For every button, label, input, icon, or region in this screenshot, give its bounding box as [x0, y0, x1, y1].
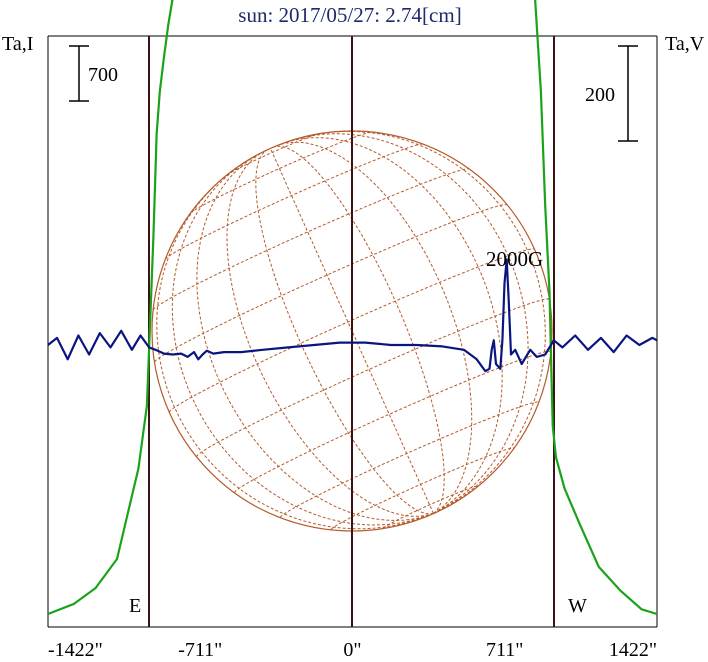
left-scale-bar: [69, 45, 89, 102]
right-scale-label: 200: [585, 84, 615, 106]
latitude-line: [190, 131, 373, 214]
longitude-line: [284, 137, 503, 514]
x-tick-label: 1422": [609, 639, 657, 661]
chart-title: sun: 2017/05/27: 2.74[cm]: [238, 3, 461, 27]
longitude-line: [269, 148, 434, 514]
x-tick-label: -1422": [48, 639, 103, 661]
longitude-line: [287, 133, 529, 514]
peak-annotation: 2000G: [486, 247, 543, 271]
west-limb-label: W: [568, 595, 587, 617]
latitude-line: [154, 203, 507, 363]
longitude-line: [280, 141, 473, 514]
longitude-line: [308, 130, 546, 514]
series-line-ta-v: [47, 258, 658, 373]
latitude-line: [196, 298, 550, 457]
east-limb-label: E: [129, 595, 141, 617]
left-axis-label: Ta,I: [2, 33, 33, 55]
longitude-line: [272, 145, 445, 514]
series-line-ta-i: [47, 0, 658, 616]
left-scale-label: 700: [88, 64, 118, 86]
longitude-grid: [156, 130, 546, 530]
solar-disk: [151, 130, 553, 532]
right-axis-label: Ta,V: [665, 33, 705, 55]
latitude-line: [164, 143, 424, 260]
longitude-line: [196, 154, 434, 521]
latitude-line: [152, 168, 470, 311]
longitude-line: [156, 168, 434, 530]
longitude-line: [255, 149, 434, 515]
x-tick-label: -711": [178, 639, 222, 661]
x-tick-label: 0": [343, 639, 361, 661]
x-tick-label: 711": [486, 639, 523, 661]
longitude-line: [226, 152, 434, 517]
x-axis-ticks: -1422" -711" 0" 711" 1422": [48, 639, 657, 661]
right-scale-bar: [618, 45, 638, 142]
longitude-line: [171, 156, 434, 526]
